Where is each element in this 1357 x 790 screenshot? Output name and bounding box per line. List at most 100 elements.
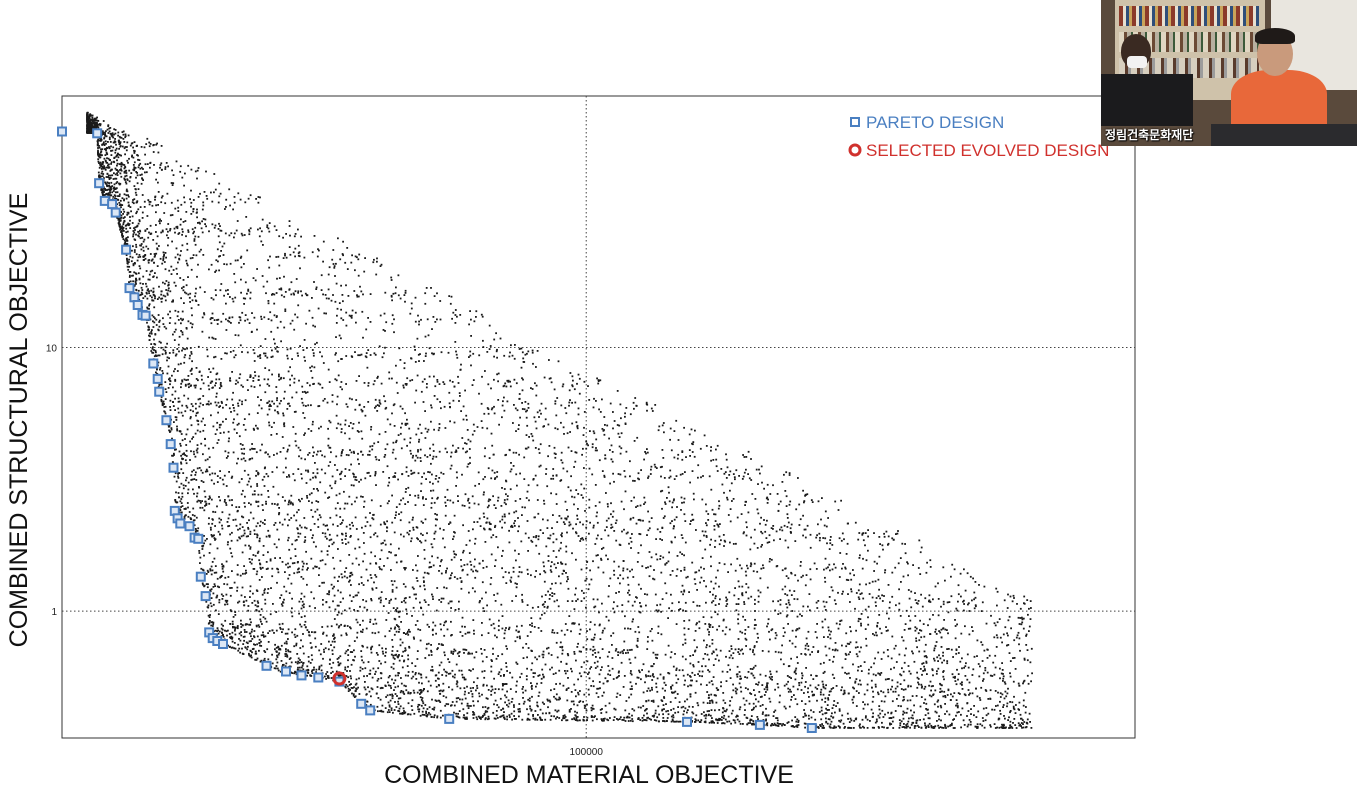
design-point (660, 490, 662, 493)
design-point (760, 465, 763, 468)
design-point (137, 222, 140, 225)
design-point (213, 226, 216, 229)
design-point (225, 630, 228, 633)
design-point (971, 674, 974, 676)
design-point (312, 324, 315, 327)
design-point (535, 536, 537, 539)
design-point (285, 642, 288, 645)
design-point (108, 147, 111, 150)
design-point (599, 411, 602, 413)
design-point (575, 587, 577, 590)
design-point (556, 397, 559, 399)
design-point (218, 426, 221, 429)
design-point (490, 670, 493, 673)
design-point (382, 652, 385, 655)
design-point (395, 554, 397, 557)
design-point (102, 143, 105, 145)
design-point (537, 675, 540, 677)
design-point (669, 522, 672, 525)
design-point (127, 161, 129, 164)
design-point (847, 579, 850, 581)
design-point (936, 700, 939, 703)
design-point (534, 717, 537, 720)
design-point (230, 552, 233, 554)
design-point (670, 715, 673, 718)
design-point (383, 521, 386, 524)
design-point (194, 295, 196, 298)
design-point (221, 402, 223, 404)
design-point (490, 387, 492, 390)
design-point (593, 397, 595, 400)
design-point (981, 660, 984, 662)
design-point (972, 577, 974, 580)
design-point (311, 376, 314, 379)
design-point (357, 538, 360, 541)
design-point (290, 501, 292, 504)
design-point (469, 456, 471, 459)
design-point (288, 474, 290, 476)
design-point (235, 506, 238, 508)
design-point (679, 720, 682, 723)
design-point (394, 674, 397, 677)
design-point (410, 540, 412, 543)
design-point (668, 476, 671, 479)
design-point (383, 456, 386, 458)
design-point (404, 567, 407, 569)
design-point (352, 693, 355, 696)
design-point (133, 251, 136, 253)
design-point (721, 722, 723, 725)
design-point (772, 600, 774, 603)
design-point (790, 696, 793, 698)
design-point (205, 225, 207, 228)
design-point (582, 700, 584, 703)
design-point (200, 374, 203, 377)
design-point (185, 476, 188, 479)
design-point (147, 325, 150, 328)
design-point (586, 660, 589, 663)
design-point (464, 697, 467, 700)
design-point (583, 467, 585, 469)
design-point (247, 197, 250, 200)
design-point (736, 516, 739, 519)
design-point (169, 229, 171, 232)
design-point (151, 314, 154, 317)
design-point (170, 265, 173, 268)
design-point (240, 278, 242, 281)
design-point (243, 635, 246, 638)
design-point (877, 691, 879, 694)
design-point (400, 677, 402, 679)
design-point (404, 422, 407, 425)
design-point (273, 632, 275, 634)
design-point (802, 514, 804, 517)
design-point (114, 173, 117, 176)
design-point (904, 552, 907, 555)
design-point (915, 602, 918, 604)
design-point (609, 449, 611, 451)
design-point (387, 484, 390, 487)
design-point (345, 567, 348, 569)
design-point (773, 722, 776, 725)
design-point (943, 678, 945, 681)
design-point (659, 555, 662, 557)
design-point (509, 579, 512, 582)
design-point (285, 653, 288, 655)
design-point (549, 594, 551, 596)
design-point (220, 385, 222, 388)
design-point (198, 486, 200, 488)
design-point (350, 484, 353, 487)
design-point (494, 559, 497, 562)
design-point (527, 550, 529, 552)
design-point (436, 716, 439, 719)
design-point (951, 695, 954, 698)
design-point (555, 503, 558, 505)
design-point (596, 511, 598, 514)
design-point (240, 448, 243, 450)
design-point (259, 196, 261, 199)
design-point (675, 623, 678, 625)
design-point (745, 699, 748, 702)
design-point (350, 451, 353, 454)
design-point (796, 628, 799, 630)
design-point (857, 538, 860, 541)
design-point (749, 565, 752, 568)
design-point (212, 603, 215, 606)
